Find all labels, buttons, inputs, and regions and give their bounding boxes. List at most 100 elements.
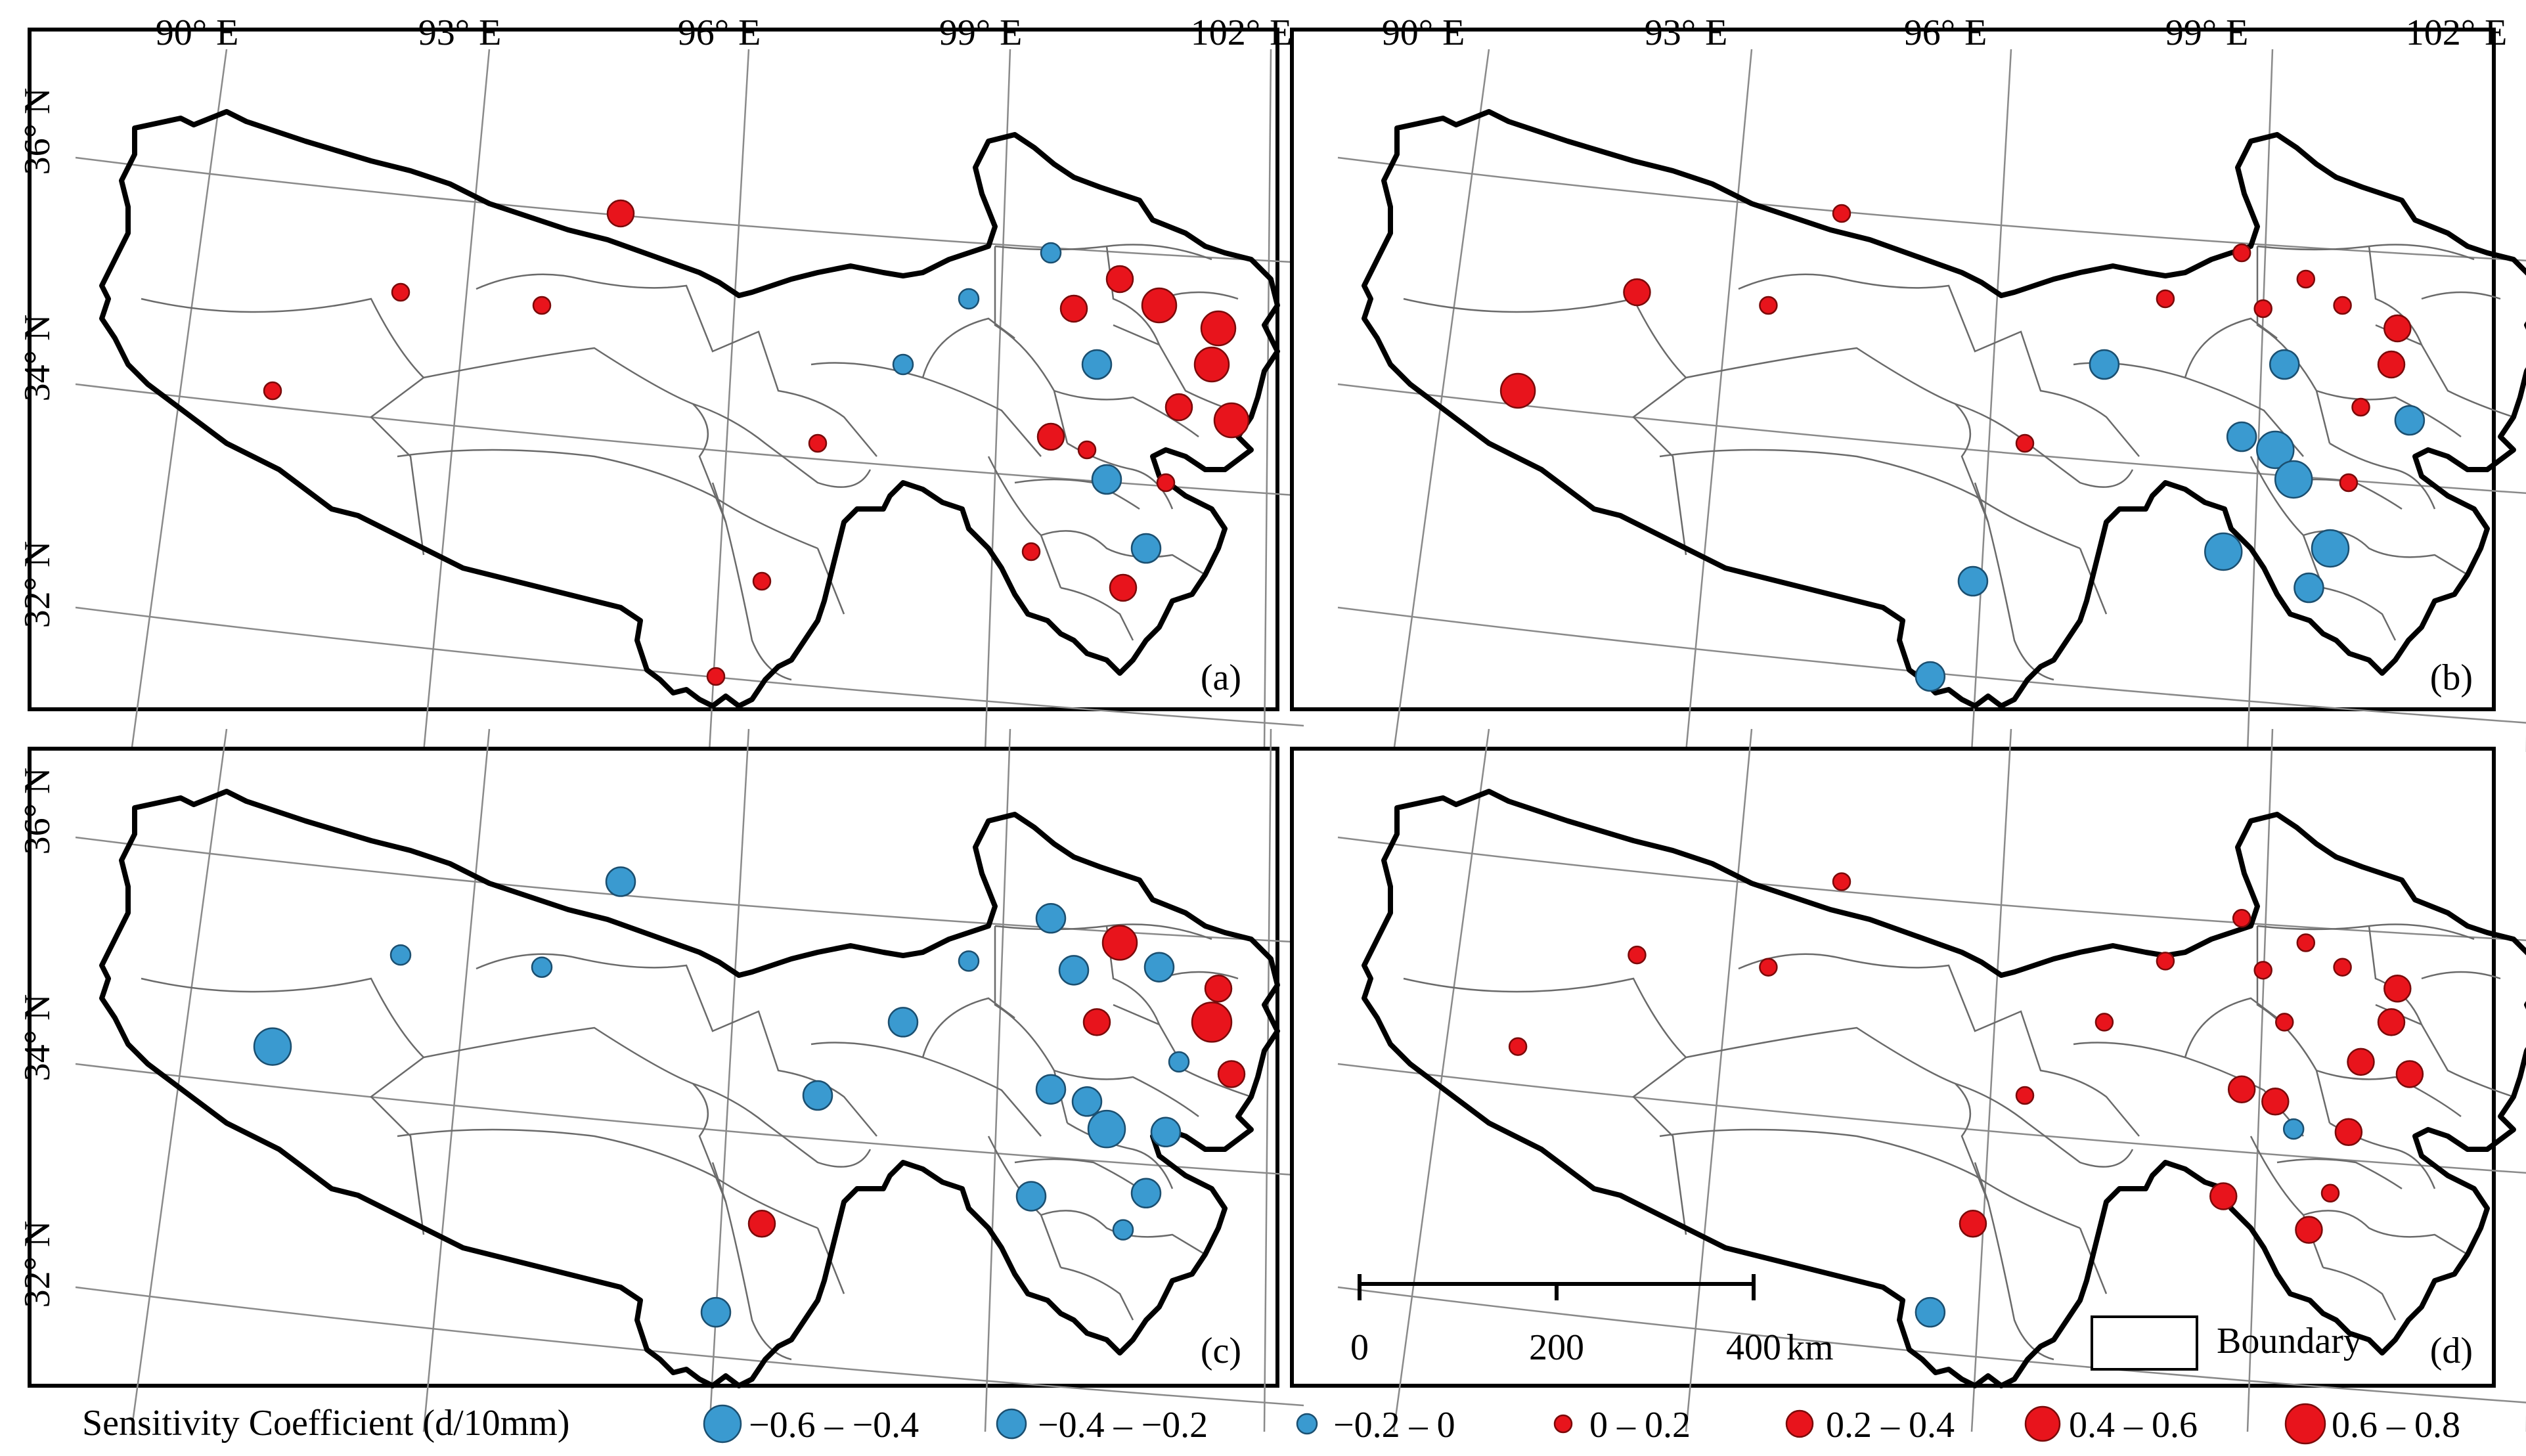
station-marker xyxy=(1164,393,1193,422)
station-marker xyxy=(1191,1002,1233,1043)
station-marker xyxy=(2209,1182,2238,1210)
station-marker xyxy=(2377,350,2406,379)
station-marker xyxy=(1015,1181,1047,1212)
lon-label-96e-b: 96° E xyxy=(1904,12,1987,53)
panel-c-label: (c) xyxy=(1201,1331,1241,1371)
scale-tick-200: 200 xyxy=(1529,1327,1584,1368)
station-marker xyxy=(1150,1116,1182,1148)
station-marker xyxy=(1499,372,1536,409)
lat-label-32n-c: 32° N xyxy=(17,1221,58,1308)
scale-bar: 0 200 400 km xyxy=(1350,1274,1834,1368)
station-marker xyxy=(2311,529,2350,568)
station-marker xyxy=(2334,1118,2363,1147)
lat-label-36n-c: 36° N xyxy=(17,768,58,855)
station-marker xyxy=(1077,440,1097,460)
scale-unit: km xyxy=(1786,1327,1834,1368)
legend-title: Sensitivity Coefficient (d/10mm) xyxy=(82,1403,569,1444)
station-marker xyxy=(2333,296,2352,315)
station-marker xyxy=(2333,958,2352,977)
legend-swatch xyxy=(1553,1414,1573,1434)
scale-tick-0: 0 xyxy=(1350,1327,1369,1368)
boundary-label: Boundary xyxy=(2217,1321,2362,1361)
legend-swatch xyxy=(996,1408,1027,1440)
station-marker xyxy=(808,433,828,453)
station-marker xyxy=(1832,872,1851,891)
boundary-legend: Boundary xyxy=(2091,1315,2362,1371)
scale-tick-400: 400 xyxy=(1726,1327,1781,1368)
lat-label-34n-c: 34° N xyxy=(17,994,58,1082)
station-marker xyxy=(1915,1296,1946,1328)
legend-swatch xyxy=(703,1404,742,1444)
station-marker xyxy=(1101,925,1138,961)
station-marker xyxy=(1112,1219,1134,1241)
station-marker xyxy=(1071,1086,1103,1117)
station-marker xyxy=(706,667,726,686)
station-marker xyxy=(1091,464,1122,495)
station-marker xyxy=(1217,1060,1246,1088)
station-marker xyxy=(2377,1008,2406,1036)
station-marker xyxy=(2156,952,2175,971)
station-marker xyxy=(2282,1118,2305,1140)
panel-d-label: (d) xyxy=(2430,1331,2473,1371)
station-marker xyxy=(1623,278,1651,307)
legend-label: 0.4 – 0.6 xyxy=(2069,1405,2198,1445)
station-marker xyxy=(2232,909,2251,928)
station-marker xyxy=(532,296,552,315)
legend-label: 0.2 – 0.4 xyxy=(1826,1405,1955,1445)
lon-label-102e-a: 102° E xyxy=(1191,12,1293,53)
station-marker xyxy=(747,1210,776,1238)
station-marker xyxy=(531,956,553,978)
station-marker xyxy=(2296,933,2316,952)
panel-a-label: (a) xyxy=(1201,657,1241,698)
station-marker xyxy=(2261,1088,2290,1116)
legend-swatch xyxy=(2284,1403,2326,1445)
lat-label-34n-a: 34° N xyxy=(17,315,58,402)
station-marker xyxy=(2089,349,2120,380)
legend-label: 0.6 – 0.8 xyxy=(2332,1405,2460,1445)
station-marker xyxy=(1021,542,1041,562)
station-marker xyxy=(2394,405,2426,436)
lon-label-99e-a: 99° E xyxy=(939,12,1023,53)
station-marker xyxy=(2383,314,2412,343)
station-marker xyxy=(389,944,412,966)
panel-b: (b) xyxy=(1290,28,2526,752)
station-marker xyxy=(2320,1183,2340,1203)
station-marker xyxy=(2015,1086,2035,1105)
station-marker xyxy=(892,353,914,376)
station-marker xyxy=(2232,243,2251,263)
lat-label-36n-a: 36° N xyxy=(17,88,58,175)
lon-label-93e-a: 93° E xyxy=(418,12,502,53)
station-marker xyxy=(2256,430,2295,470)
station-marker xyxy=(2204,532,2243,571)
panel-c: (c) xyxy=(28,729,1304,1432)
station-marker xyxy=(1213,402,1250,439)
station-marker xyxy=(2274,460,2313,499)
station-marker xyxy=(2253,299,2272,319)
legend-label: −0.6 – −0.4 xyxy=(749,1405,919,1445)
lat-label-32n-a: 32° N xyxy=(17,541,58,629)
station-marker xyxy=(1040,242,1062,264)
station-marker xyxy=(752,571,772,591)
station-marker xyxy=(700,1296,732,1328)
station-marker xyxy=(958,288,980,310)
station-marker xyxy=(1036,422,1065,451)
station-marker xyxy=(2347,1048,2375,1076)
station-marker xyxy=(1105,265,1134,294)
legend-label: −0.2 – 0 xyxy=(1333,1405,1455,1445)
station-marker xyxy=(605,866,636,897)
station-marker xyxy=(2015,433,2035,453)
station-marker xyxy=(2383,975,2412,1003)
station-marker xyxy=(1035,1074,1067,1105)
station-marker xyxy=(2351,397,2370,417)
lon-label-96e-a: 96° E xyxy=(678,12,761,53)
station-marker xyxy=(887,1007,919,1038)
station-marker xyxy=(2395,1060,2424,1088)
station-marker xyxy=(1204,975,1233,1003)
station-marker xyxy=(1957,565,1989,597)
station-marker xyxy=(1759,958,1778,977)
station-marker xyxy=(2156,289,2175,309)
station-marker xyxy=(2269,349,2300,380)
legend-label: −0.4 – −0.2 xyxy=(1038,1405,1208,1445)
station-marker xyxy=(958,950,980,972)
